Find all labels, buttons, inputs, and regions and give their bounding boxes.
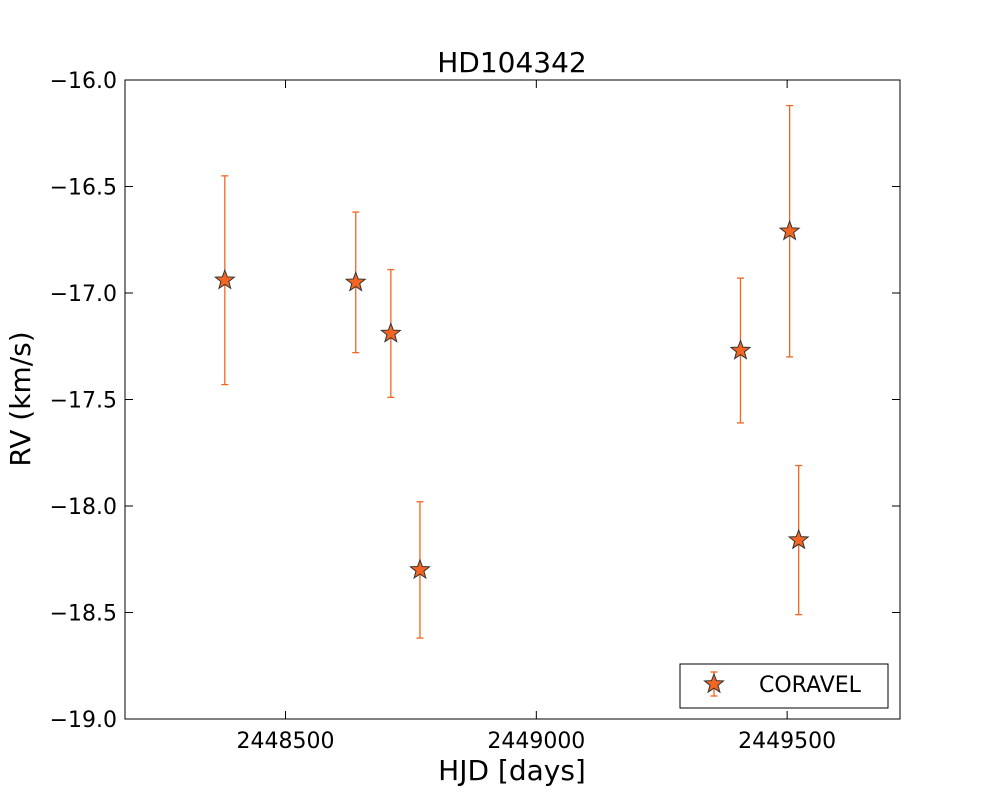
data-point-star <box>213 268 236 290</box>
data-point-star <box>344 270 367 292</box>
chart-title: HD104342 <box>437 46 587 79</box>
data-point-star <box>409 558 431 580</box>
x-tick-label: 2449500 <box>738 729 836 754</box>
y-tick-label: −18.5 <box>50 602 117 627</box>
data-point-star <box>729 339 752 360</box>
legend-star-icon <box>703 672 725 694</box>
plot-area: 2448500 2449000 2449500 −16.0 −16.5 −17.0 −17.… <box>50 69 901 754</box>
y-tick-label: −16.0 <box>50 69 117 94</box>
y-tick-label: −18.0 <box>50 495 117 520</box>
y-tick-label: −16.5 <box>50 176 117 201</box>
legend-label-coravel: CORAVEL <box>759 673 862 698</box>
x-tick-label: 2448500 <box>237 729 335 754</box>
y-tick-label: −17.0 <box>50 282 117 307</box>
y-tick-label: −19.0 <box>50 708 117 733</box>
legend: CORAVEL <box>679 663 889 709</box>
y-tick-label: −17.5 <box>50 389 117 414</box>
x-tick-label: 2449000 <box>487 729 585 754</box>
legend-marker <box>703 671 725 697</box>
x-axis-label: HJD [days] <box>438 754 586 787</box>
y-axis-label: RV (km/s) <box>4 331 37 466</box>
data-point-star <box>787 528 810 550</box>
data-point-star <box>379 322 402 343</box>
data-point-star <box>778 219 801 241</box>
